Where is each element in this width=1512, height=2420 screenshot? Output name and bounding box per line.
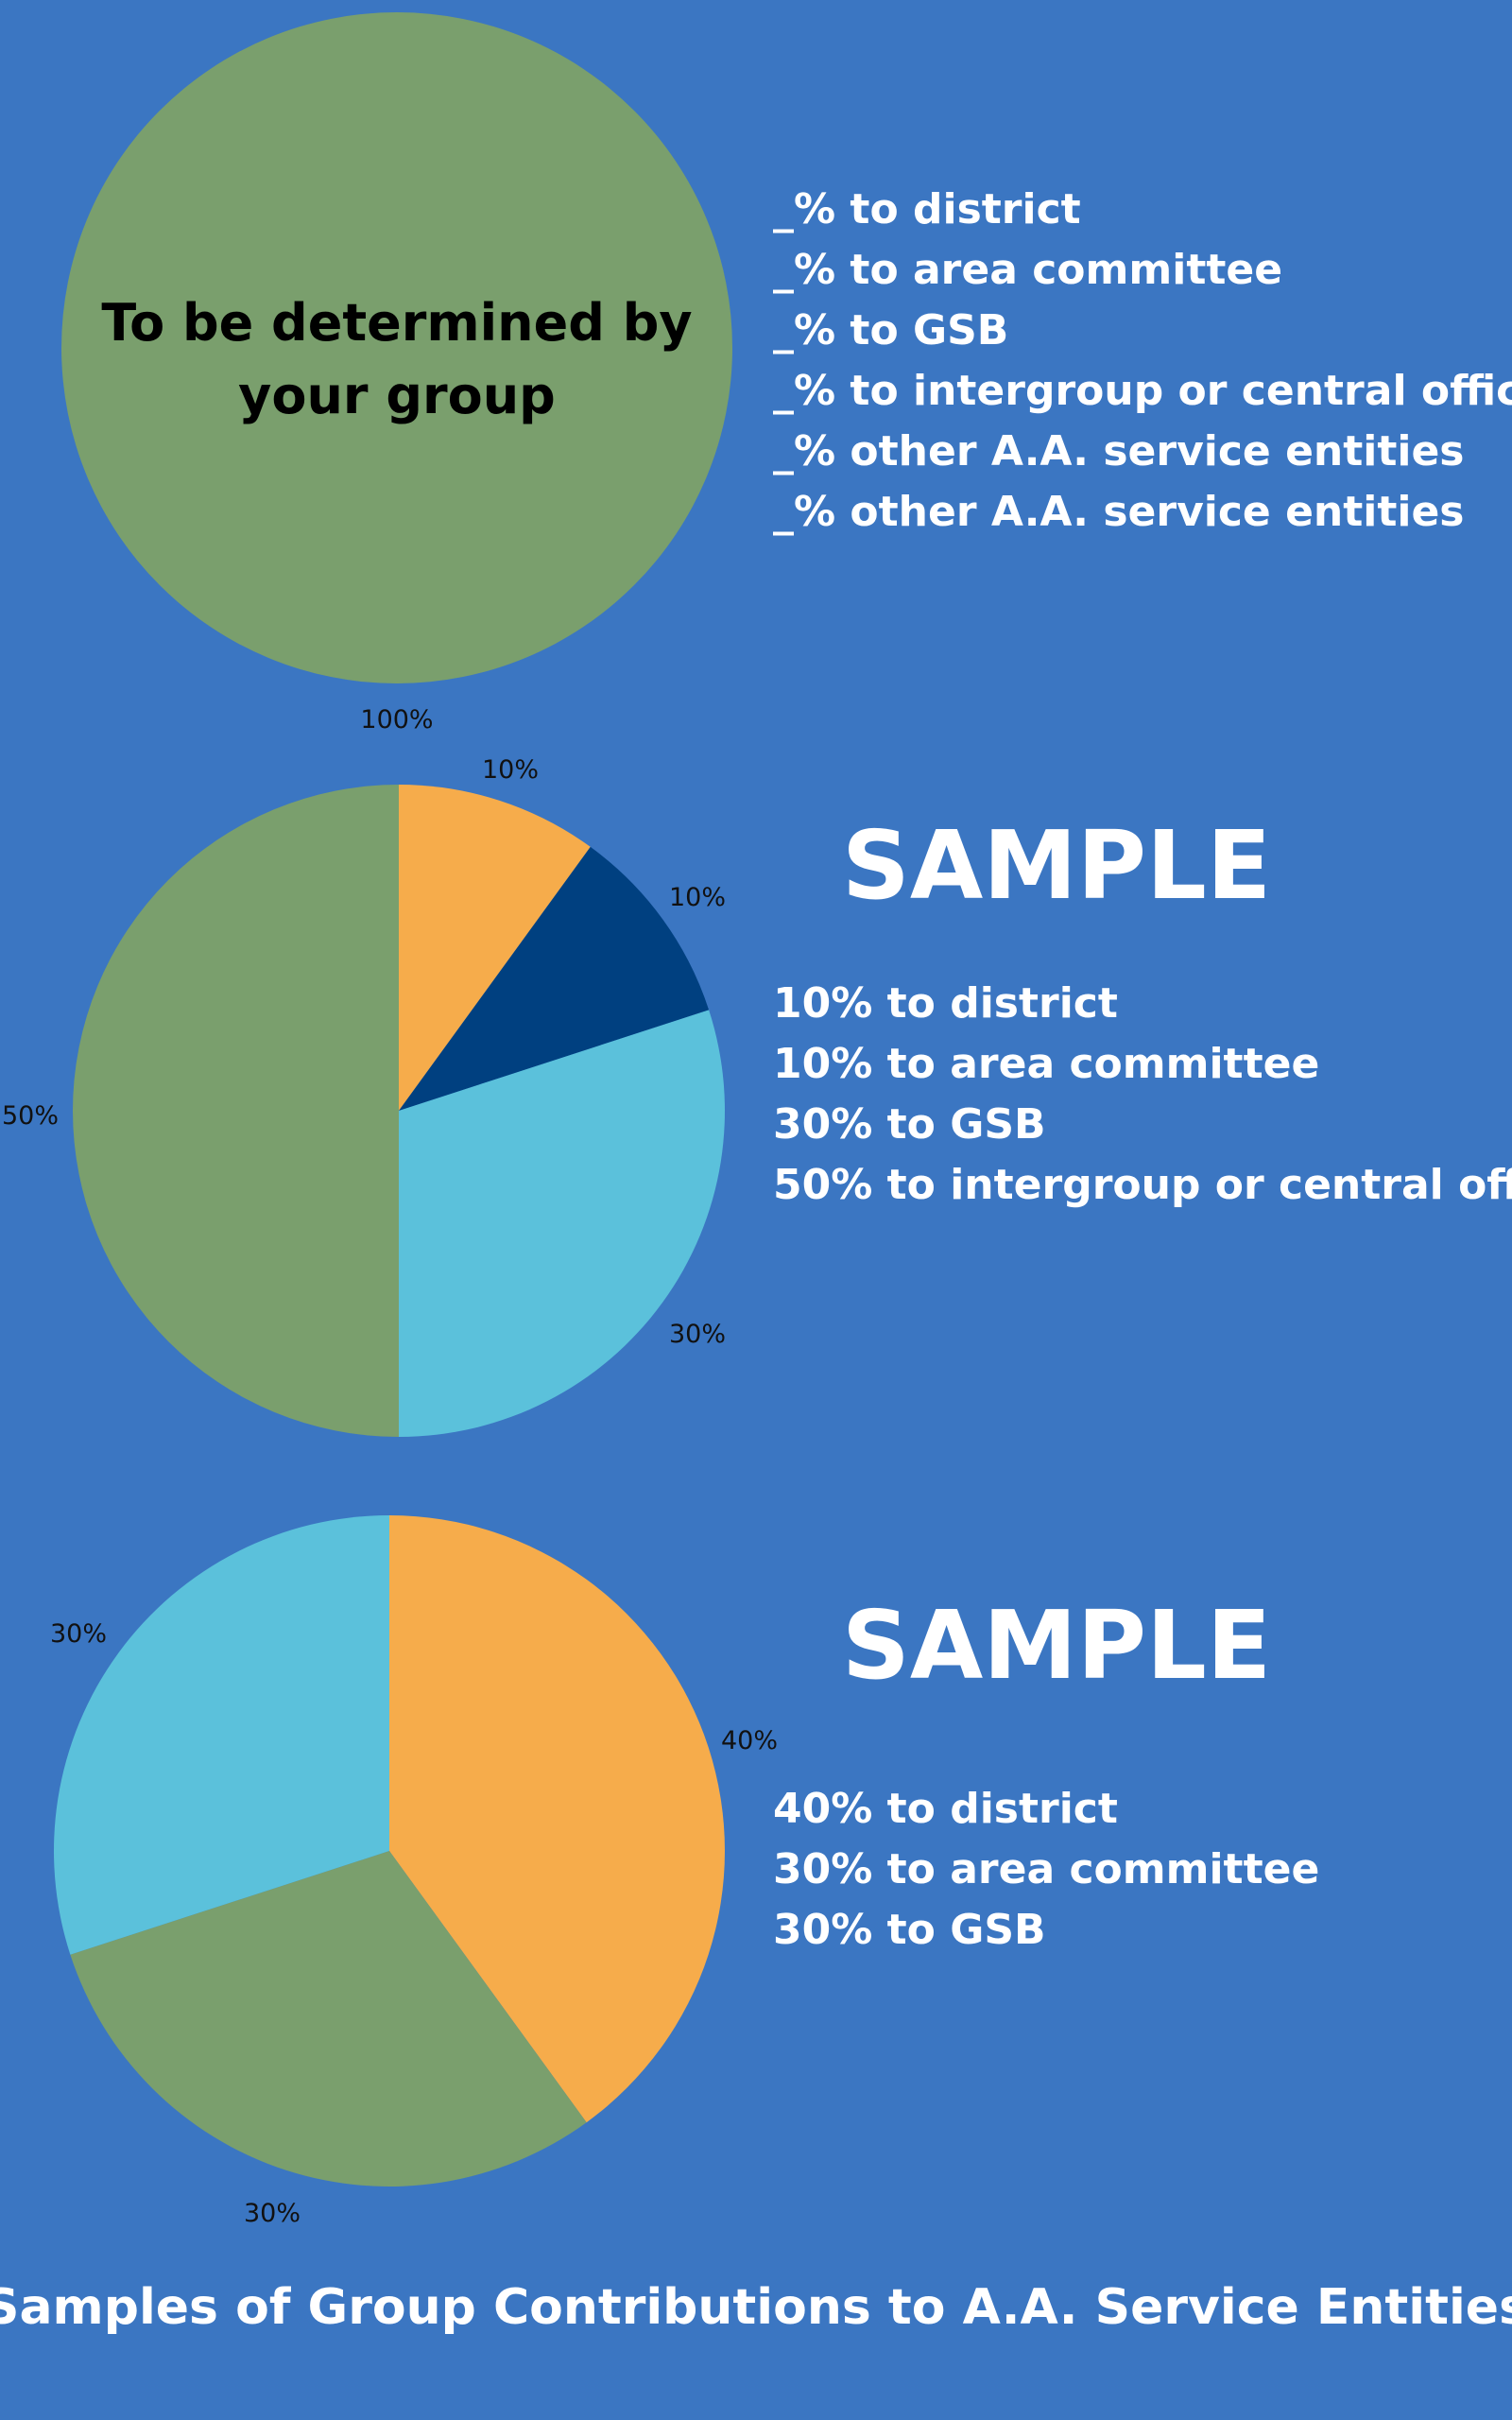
pie-center-label-line-2: your group — [238, 366, 556, 425]
pie-center-label-line-1: To be determined by — [101, 293, 692, 353]
legend-item: _% to district — [773, 185, 1081, 233]
legend-item: _% other A.A. service entities — [773, 427, 1465, 475]
pie-slice — [73, 785, 399, 1437]
legend-item: _% to area committee — [773, 246, 1282, 294]
legend-item: 30% to GSB — [773, 1100, 1046, 1149]
slice-percent-label: 30% — [50, 1619, 107, 1649]
pie-slice — [61, 12, 732, 683]
sample-heading: SAMPLE — [842, 810, 1271, 921]
pie-slice — [399, 1010, 725, 1437]
legend-item: 10% to district — [773, 979, 1118, 1028]
sample-heading: SAMPLE — [842, 1590, 1271, 1701]
slice-percent-label: 10% — [482, 755, 539, 785]
legend-list: 10% to district 10% to area committee 30% … — [773, 979, 1512, 1209]
pie-chart-3: SAMPLE 40% 30% 30% 40% to district 30% to a… — [50, 1515, 1319, 2228]
pie-slice — [399, 846, 710, 1111]
pie-slices — [73, 785, 725, 1437]
slice-labels: 40% 30% 30% — [50, 1619, 778, 2228]
legend-item: 30% to area committee — [773, 1845, 1319, 1893]
slice-percent-label: 100% — [360, 705, 433, 735]
pie-slices — [53, 1515, 725, 2187]
legend-item: _% to GSB — [773, 306, 1008, 354]
pie-slice — [53, 1515, 389, 1955]
slice-percent-label: 10% — [669, 883, 726, 912]
legend-item: _% other A.A. service entities — [773, 488, 1465, 536]
pie-slice — [399, 785, 591, 1111]
legend-list: _% to district _% to area committee _% to … — [773, 185, 1512, 536]
pie-slice — [70, 1851, 587, 2187]
slice-percent-label: 30% — [669, 1320, 726, 1349]
slice-percent-label: 30% — [244, 2199, 301, 2228]
legend-item: _% to intergroup or central office — [773, 367, 1512, 415]
slice-labels: 100% — [360, 705, 433, 735]
pie-chart-1: To be determined by your group 100% _% t… — [61, 12, 1512, 735]
legend-item: 40% to district — [773, 1785, 1118, 1833]
legend-item: 10% to area committee — [773, 1040, 1319, 1088]
pie-slices — [61, 12, 732, 683]
legend-item: 50% to intergroup or central office — [773, 1161, 1512, 1209]
slice-labels: 10% 10% 30% 50% — [2, 755, 726, 1349]
slice-percent-label: 50% — [2, 1101, 59, 1131]
footer-caption: Samples of Group Contributions to A.A. S… — [0, 2279, 1512, 2336]
pie-slice — [389, 1515, 725, 2123]
legend-item: 30% to GSB — [773, 1906, 1046, 1954]
legend-list: 40% to district 30% to area committee 30% … — [773, 1785, 1319, 1954]
slice-percent-label: 40% — [721, 1726, 778, 1755]
